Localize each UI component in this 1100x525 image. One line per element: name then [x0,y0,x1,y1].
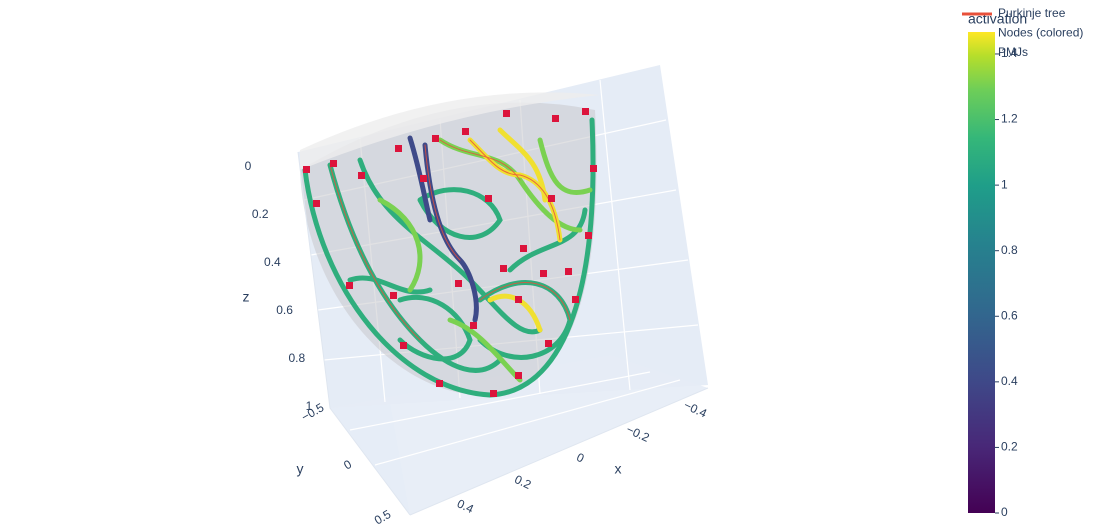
z-tick-label: 0.6 [276,303,293,317]
y-tick-label: 0.5 [372,507,394,525]
colorbar-tick-label: 1 [1001,177,1008,191]
x-tick-label: −0.4 [682,398,710,421]
colorbar-tick-label: 0 [1001,505,1008,519]
x-tick-label: 0.2 [512,472,533,492]
legend-label: Purkinje tree [998,6,1066,20]
colorbar-tick-label: 0.8 [1001,243,1018,257]
z-axis-title: z [243,289,250,305]
colorbar-tick-label: 1.2 [1001,112,1018,126]
z-tick-label: 0 [245,159,252,173]
x-tick-label: 0.4 [455,496,476,516]
y-tick-label: −0.5 [299,400,327,424]
colorbar-tick-label: 0.6 [1001,308,1018,322]
x-tick-label: −0.2 [624,422,652,445]
y-tick-label: 0 [341,457,354,473]
x-tick-label: 0 [574,450,586,466]
axis-lines [297,151,709,516]
y-axis-title: y [297,461,304,477]
z-tick-label: 1 [306,399,313,413]
legend-label: Nodes (colored) [998,26,1083,40]
colorbar [968,32,995,513]
x-axis-title: x [615,461,622,477]
purkinje-network [302,108,597,398]
z-tick-label: 0.8 [288,351,305,365]
colorbar-tick-label: 1.4 [1001,46,1018,60]
legend-label: PMJs [998,45,1028,59]
colorbar-tick-label: 0.2 [1001,440,1018,454]
z-tick-label: 0.2 [252,207,269,221]
z-tick-label: 0.4 [264,255,281,269]
colorbar-tick-label: 0.4 [1001,374,1018,388]
